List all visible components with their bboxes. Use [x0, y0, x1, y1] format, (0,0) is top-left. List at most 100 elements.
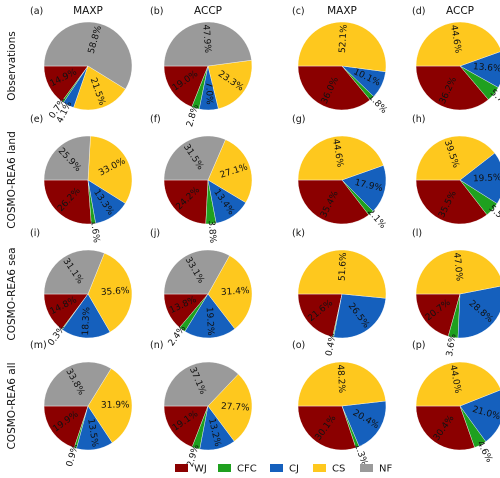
slice-wj — [415, 179, 488, 225]
slice-label-cs: 35.6% — [101, 286, 131, 298]
legend-label: NF — [379, 464, 392, 475]
slice-nf — [163, 21, 252, 67]
legend-swatch — [313, 464, 326, 472]
panel-letter: (p) — [412, 340, 425, 351]
slice-label-cfc: 1.6% — [88, 220, 101, 244]
slice-cs — [297, 135, 384, 181]
slice-label-cs: 27.7% — [221, 402, 251, 414]
slice-label-cj: 19.2% — [204, 307, 216, 337]
legend-item-cj: CJ — [270, 464, 299, 475]
pie-panel-g: (g)35.4% 2.1%17.9%44.6% — [292, 114, 388, 231]
column-title-2: ACCP — [194, 5, 222, 17]
panel-letter: (b) — [150, 6, 163, 17]
legend-item-cfc: CFC — [218, 464, 257, 475]
panel-letter: (l) — [412, 228, 422, 239]
legend-label: CJ — [289, 464, 299, 475]
legend-swatch — [360, 464, 373, 472]
row-title-4: COSMO-REA6 all — [6, 362, 18, 449]
pie-panel-p: (p)30.4%4.6%21.0%44.0% — [412, 340, 500, 465]
slice-wj — [163, 65, 209, 108]
panel-letter: (j) — [150, 228, 160, 239]
slice-label-cs: 31.9% — [101, 400, 130, 410]
slice-label-cj: 13.5% — [85, 418, 100, 448]
slice-cj — [62, 293, 111, 339]
pie-panel-c: (c)36.0% 1.8%10.1%52.1% — [292, 6, 389, 116]
slice-nf — [163, 249, 230, 295]
slice-nf — [43, 249, 105, 295]
legend-label: CS — [332, 464, 345, 475]
pie-panel-f: (f)24.2%3.8%13.4%27.1%31.5% — [150, 114, 253, 244]
pie-panel-m: (m)19.9%0.9%13.5%31.9%33.8% — [30, 340, 133, 468]
slice-label-cfc: 3.8% — [206, 220, 218, 244]
slice-cs — [415, 21, 500, 67]
slice-label-cs: 48.2% — [335, 364, 347, 394]
legend-label: WJ — [194, 464, 207, 475]
slice-cs — [207, 139, 253, 203]
slice-label-cfc: 1.8% — [366, 92, 389, 116]
slice-cs — [207, 373, 253, 442]
slice-cj — [333, 293, 387, 339]
slice-label-cj: 18.3% — [81, 306, 92, 335]
slice-cj — [459, 389, 500, 442]
legend-label: CFC — [237, 464, 257, 475]
pie-panel-i: (i)14.8%0.3%18.3%35.6%31.1% — [30, 228, 133, 348]
slice-cs — [87, 368, 133, 443]
slice-wj — [415, 293, 461, 337]
slice-wj — [297, 179, 370, 225]
slice-label-cj: 13.6% — [473, 62, 500, 74]
slice-cj — [341, 165, 387, 212]
slice-label-cs: 47.0% — [451, 252, 464, 282]
slice-wj — [415, 65, 489, 111]
slice-label-cfc: 3.6% — [445, 333, 459, 358]
slice-cs — [297, 249, 387, 299]
panel-letter: (a) — [30, 6, 43, 17]
legend-item-nf: NF — [360, 464, 392, 475]
slice-wj — [415, 405, 475, 451]
slice-label-cs: 44.6% — [448, 24, 463, 54]
row-title-1: Observations — [6, 31, 18, 100]
slice-nf — [43, 361, 112, 407]
pie-panel-l: (l)20.7%3.6%28.8%47.0% — [412, 228, 500, 357]
legend-swatch — [218, 464, 231, 472]
slice-cs — [207, 255, 253, 330]
panel-letter: (g) — [292, 114, 305, 125]
slice-wj — [163, 179, 209, 225]
row-title-3: COSMO-REA6 sea — [6, 247, 18, 340]
legend-item-wj: WJ — [175, 464, 207, 475]
slice-label-cfc: 2.8% — [185, 103, 201, 128]
panel-letter: (e) — [30, 114, 43, 125]
legend-swatch — [175, 464, 188, 472]
slice-label-cfc: 2.1% — [365, 207, 388, 231]
slice-label-cfc: 4.6% — [474, 440, 494, 465]
panel-letter: (f) — [150, 114, 161, 125]
slice-cj — [457, 286, 500, 339]
legend-item-cs: CS — [313, 464, 345, 475]
pie-panel-a: (a)14.9%0.7%4.1%21.5%58.8% — [30, 6, 133, 125]
slice-cj — [459, 152, 500, 204]
slice-label-cfc: 0.4% — [324, 332, 338, 357]
slice-cs — [73, 65, 126, 111]
slice-label-cfc: 5.7% — [488, 88, 500, 111]
slice-nf — [43, 135, 91, 181]
slice-label-cs: 31.4% — [221, 286, 251, 298]
slice-nf — [43, 21, 133, 90]
slice-nf — [163, 361, 239, 407]
slice-cs — [415, 135, 496, 181]
pie-panel-e: (e)26.2%1.6%13.3%33.0%25.9% — [30, 114, 133, 244]
pie-panel-b: (b)19.0%2.8%7.0% 23.3%47.9% — [150, 6, 253, 128]
slice-cj — [459, 51, 500, 88]
slice-label-cs: 44.6% — [330, 138, 345, 168]
slice-wj — [43, 179, 92, 225]
panel-letter: (o) — [292, 340, 305, 351]
slice-label-cs: 51.6% — [338, 252, 349, 281]
slice-nf — [163, 135, 226, 181]
slice-cs — [297, 361, 386, 407]
column-title-1: MAXP — [73, 5, 103, 17]
pie-panel-h: (h)35.5% 5.5%19.5%39.5% — [412, 114, 500, 227]
pie-panel-d: (d)36.2% 5.7%13.6%44.6% — [412, 6, 500, 110]
pie-panel-j: (j)13.8%2.4%19.2%31.4%33.1% — [150, 228, 253, 348]
column-title-3: MAXP — [327, 5, 357, 17]
slice-cs — [415, 361, 500, 407]
pie-panel-n: (n)19.1%2.9%13.2%27.7%37.1% — [150, 340, 253, 468]
